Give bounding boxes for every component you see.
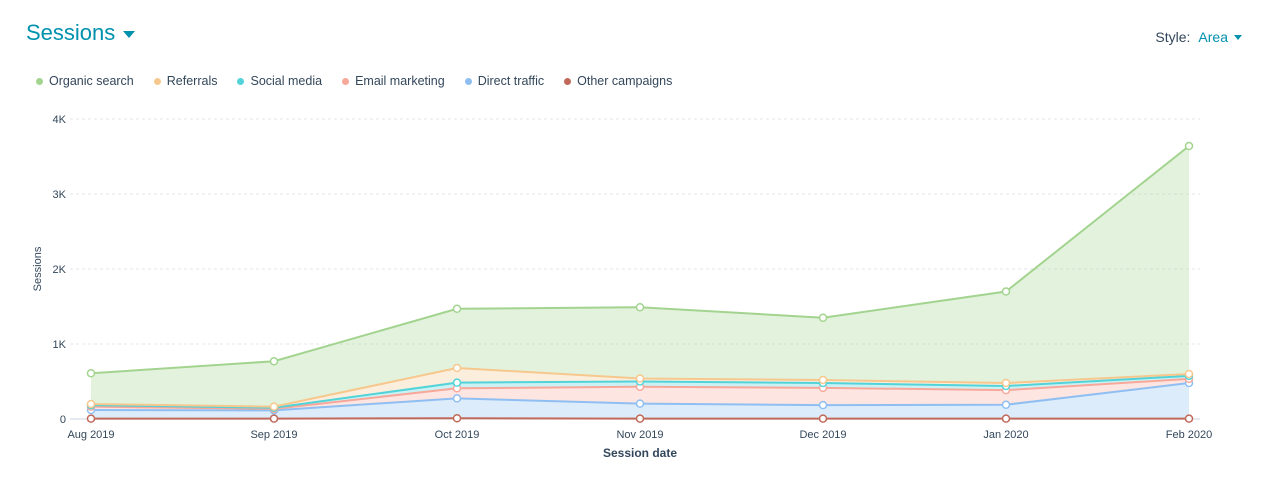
point-organic-search [818, 313, 828, 322]
point-organic-search [635, 303, 645, 312]
point-other-campaigns [818, 414, 828, 423]
x-axis-title: Session date [603, 446, 677, 460]
area-organic-search [91, 146, 1189, 407]
legend-label: Social media [250, 74, 323, 88]
point-referrals [86, 399, 96, 409]
style-selector: Style: Area [1155, 29, 1242, 45]
point-referrals [1001, 378, 1011, 388]
point-other-campaigns [635, 414, 645, 423]
point-organic-search [269, 357, 279, 366]
point-organic-search [1001, 287, 1011, 296]
x-tick-label: Sep 2019 [250, 429, 297, 441]
chart-legend: Organic search Referrals Social media Email… [36, 74, 692, 88]
point-referrals [269, 402, 279, 411]
point-other-campaigns [1184, 414, 1194, 423]
chart-title-dropdown[interactable]: Sessions [26, 20, 136, 46]
point-other-campaigns [269, 414, 279, 423]
y-axis-title: Sessions [32, 246, 44, 291]
legend-item-social-media[interactable]: Social media [237, 74, 322, 88]
x-tick-label: Nov 2019 [616, 429, 663, 441]
legend-item-email-marketing[interactable]: Email marketing [342, 74, 445, 88]
x-tick-label: Jan 2020 [983, 429, 1028, 441]
style-label: Style: [1155, 29, 1191, 45]
legend-label: Other campaigns [577, 74, 673, 88]
y-tick-label: 1K [53, 339, 67, 351]
legend-label: Direct traffic [477, 74, 545, 88]
x-tick-label: Dec 2019 [799, 429, 846, 441]
point-other-campaigns [1001, 414, 1011, 423]
point-direct-traffic [818, 400, 828, 410]
legend-item-organic-search[interactable]: Organic search [36, 74, 134, 88]
point-referrals [635, 374, 645, 383]
point-other-campaigns [452, 414, 462, 423]
chevron-down-icon [1234, 35, 1242, 40]
point-referrals [818, 375, 828, 385]
x-tick-label: Oct 2019 [435, 429, 480, 441]
legend-label: Organic search [49, 74, 134, 88]
x-tick-label: Feb 2020 [1166, 429, 1212, 441]
legend-label: Email marketing [355, 74, 445, 88]
y-tick-label: 3K [53, 189, 67, 201]
chevron-down-icon [123, 30, 136, 38]
point-organic-search [86, 369, 96, 378]
point-direct-traffic [1001, 400, 1011, 409]
page-title: Sessions [26, 20, 116, 45]
legend-dot-icon [237, 77, 245, 85]
point-direct-traffic [635, 399, 645, 408]
style-value: Area [1198, 29, 1228, 45]
point-organic-search [1184, 141, 1194, 151]
point-other-campaigns [86, 414, 96, 423]
area-direct-traffic [91, 383, 1189, 419]
y-tick-label: 0 [60, 414, 66, 426]
legend-dot-icon [342, 77, 350, 85]
point-referrals [452, 363, 462, 373]
point-social-media [452, 378, 462, 387]
legend-dot-icon [464, 77, 472, 85]
legend-dot-icon [153, 77, 161, 85]
area-email-marketing [91, 378, 1189, 411]
point-referrals [1184, 369, 1194, 379]
legend-item-other-campaigns[interactable]: Other campaigns [564, 74, 672, 88]
y-tick-label: 4K [53, 114, 67, 126]
style-dropdown[interactable]: Area [1198, 29, 1242, 45]
legend-item-referrals[interactable]: Referrals [153, 74, 218, 88]
point-direct-traffic [452, 394, 462, 403]
x-tick-label: Aug 2019 [67, 429, 114, 441]
legend-label: Referrals [166, 74, 218, 88]
point-organic-search [452, 304, 462, 313]
legend-dot-icon [36, 77, 43, 85]
legend-dot-icon [564, 77, 572, 85]
y-tick-label: 2K [53, 264, 67, 276]
legend-item-direct-traffic[interactable]: Direct traffic [464, 74, 545, 88]
